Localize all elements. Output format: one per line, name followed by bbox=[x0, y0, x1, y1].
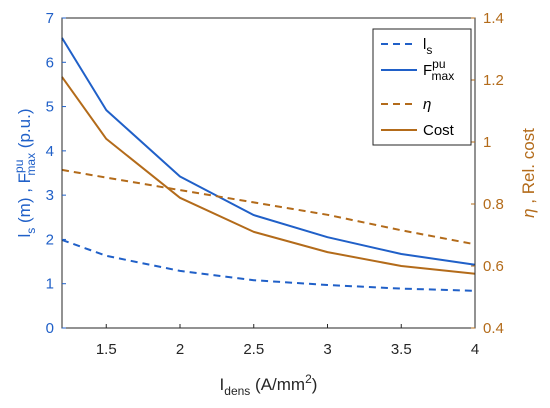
legend: ls Fpu max η Cost bbox=[372, 28, 472, 146]
left-tick-label: 6 bbox=[46, 54, 54, 71]
legend-label-eta: η bbox=[423, 96, 431, 113]
x-tick-label: 2.5 bbox=[243, 341, 264, 358]
left-label-part: l bbox=[15, 234, 34, 238]
right-axis-ticks: 0.4 0.6 0.8 1 1.2 1.4 bbox=[471, 10, 504, 337]
left-label-sub: max bbox=[24, 153, 38, 176]
right-tick-label: 0.6 bbox=[483, 258, 504, 275]
left-axis-ticks: 0 1 2 3 4 5 6 7 bbox=[46, 10, 66, 337]
x-axis-ticks: 1.5 2 2.5 3 3.5 4 bbox=[96, 324, 479, 358]
right-label-part: , Rel. cost bbox=[519, 128, 538, 209]
right-tick-label: 0.4 bbox=[483, 320, 504, 337]
x-tick-label: 1.5 bbox=[96, 341, 117, 358]
x-tick-label: 4 bbox=[471, 341, 479, 358]
x-label-part: I bbox=[220, 375, 225, 394]
left-tick-label: 2 bbox=[46, 231, 54, 248]
right-tick-label: 1.2 bbox=[483, 72, 504, 89]
legend-label-main: F bbox=[423, 62, 432, 79]
left-tick-label: 4 bbox=[46, 143, 54, 160]
series-line-3 bbox=[61, 76, 476, 275]
legend-label-main: Cost bbox=[423, 122, 455, 139]
series-line-0 bbox=[61, 238, 476, 292]
right-tick-label: 0.8 bbox=[483, 196, 504, 213]
legend-label-ls: ls bbox=[423, 36, 432, 57]
left-label-part: (p.u.) bbox=[15, 109, 34, 153]
right-tick-label: 1.4 bbox=[483, 10, 504, 27]
x-tick-label: 2 bbox=[176, 341, 184, 358]
series-layer bbox=[61, 37, 476, 292]
left-tick-label: 3 bbox=[46, 187, 54, 204]
series-line-1 bbox=[61, 37, 476, 266]
legend-label-fmax: Fpu max bbox=[423, 57, 454, 83]
x-tick-label: 3 bbox=[323, 341, 331, 358]
left-axis-label: ls (m) , Fpumax (p.u.) bbox=[12, 109, 38, 238]
legend-label-sub: max bbox=[432, 69, 455, 83]
left-tick-label: 0 bbox=[46, 320, 54, 337]
left-label-sup: pu bbox=[12, 160, 26, 173]
left-tick-label: 5 bbox=[46, 99, 54, 116]
x-tick-label: 3.5 bbox=[391, 341, 412, 358]
legend-label-sup: pu bbox=[432, 57, 445, 71]
right-label-eta: η bbox=[519, 208, 538, 217]
right-axis-label: η , Rel. cost bbox=[519, 128, 538, 218]
left-tick-label: 1 bbox=[46, 276, 54, 293]
right-tick-label: 1 bbox=[483, 134, 491, 151]
plot-area-frame bbox=[61, 17, 476, 329]
x-label-part: ) bbox=[312, 375, 318, 394]
legend-label-main: l bbox=[423, 36, 426, 53]
x-label-sup: 2 bbox=[305, 372, 312, 386]
left-label-part: (m) , F bbox=[15, 173, 34, 228]
x-label-sub: dens bbox=[224, 384, 250, 398]
legend-label-cost: Cost bbox=[423, 122, 455, 139]
legend-box bbox=[372, 28, 472, 146]
x-axis-label: Idens (A/mm2) bbox=[220, 372, 318, 398]
x-label-part: (A/mm bbox=[250, 375, 305, 394]
left-tick-label: 7 bbox=[46, 10, 54, 27]
legend-label-sub: s bbox=[426, 43, 432, 57]
legend-label-main: η bbox=[423, 96, 431, 113]
series-line-2 bbox=[61, 168, 476, 246]
left-label-sub: s bbox=[24, 228, 38, 234]
